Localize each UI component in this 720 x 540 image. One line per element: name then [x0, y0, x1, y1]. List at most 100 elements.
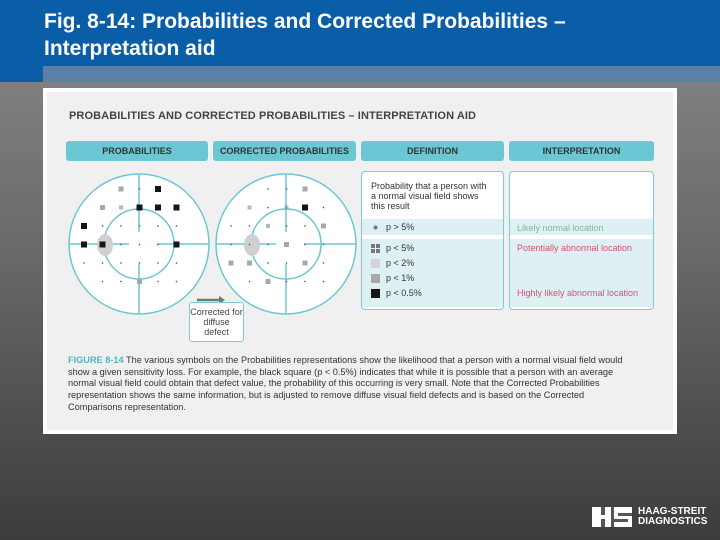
dot-mark: [175, 225, 178, 227]
definition-box: Probability that a person with a normal …: [361, 171, 504, 310]
dot-mark: [248, 280, 251, 283]
black-square-mark: [173, 241, 180, 248]
legend-label: p < 2%: [386, 258, 415, 268]
dot-mark: [138, 225, 141, 227]
gray-square-mark: [118, 186, 124, 192]
dot-mark: [304, 280, 306, 283]
dot-mark: [267, 262, 269, 264]
legend-item: p < 2%: [371, 258, 414, 268]
dot-mark: [322, 262, 325, 264]
caption-text: The various symbols on the Probabilities…: [68, 355, 623, 412]
dot-mark: [285, 188, 288, 190]
logo-line1: HAAG-STREIT: [638, 506, 707, 517]
dot-mark: [285, 280, 288, 283]
black-square-icon: [371, 288, 380, 298]
dot-mark: [120, 225, 122, 227]
dot-mark: [101, 262, 104, 264]
column-header-interpretation: INTERPRETATION: [509, 141, 654, 161]
gray-square-mark: [247, 260, 252, 266]
dot-mark: [267, 188, 269, 190]
dot-mark: [101, 280, 104, 283]
gray-square-mark: [284, 242, 289, 247]
dot-mark: [304, 243, 306, 246]
figure-inner: PROBABILITIES AND CORRECTED PROBABILITIE…: [47, 92, 673, 430]
dot-mark: [248, 243, 251, 246]
arrow-label-box: Corrected for diffuse defect: [189, 302, 244, 342]
gray-square-mark: [302, 186, 308, 192]
dot-mark: [175, 280, 178, 283]
black-square-mark: [81, 223, 87, 229]
dot-mark: [157, 225, 159, 227]
dot-mark: [120, 243, 122, 246]
dot-mark: [285, 262, 288, 264]
dot-mark: [138, 243, 141, 246]
gray-square-mark: [137, 279, 142, 284]
gray-square-mark: [228, 260, 234, 266]
band-normal: [510, 219, 653, 235]
gray-square-mark: [321, 223, 326, 229]
dot-mark: [322, 206, 325, 209]
haag-streit-logo: HAAG-STREIT DIAGNOSTICS: [592, 507, 707, 527]
black-square-mark: [173, 204, 180, 211]
legend-item: p < 1%: [371, 273, 414, 283]
four-dot-mark: [247, 205, 252, 210]
dot-mark: [304, 225, 306, 227]
dot-mark: [175, 262, 178, 264]
dot-mark: [285, 225, 288, 227]
figure-title: PROBABILITIES AND CORRECTED PROBABILITIE…: [69, 110, 477, 122]
four-dot-mark: [266, 224, 270, 228]
interpretation-box: Likely normal location Potentially abnor…: [509, 171, 654, 310]
interpretation-potential: Potentially abnormal location: [517, 243, 633, 253]
light-gray-square-icon: [371, 258, 380, 268]
interpretation-normal: Likely normal location: [517, 223, 604, 233]
figure-caption: FIGURE 8-14 The various symbols on the P…: [68, 355, 638, 414]
dot-mark: [248, 225, 251, 227]
legend-item: p < 0.5%: [371, 288, 422, 298]
band-abnormal: [362, 239, 503, 307]
logo-line2: DIAGNOSTICS: [638, 516, 708, 527]
column-header-probabilities: PROBABILITIES: [66, 141, 208, 161]
dot-mark: [120, 262, 122, 264]
gray-square-mark: [302, 260, 308, 266]
dot-mark: [138, 262, 141, 264]
black-square-mark: [302, 204, 308, 211]
legend-label: p < 5%: [386, 243, 415, 253]
black-square-mark: [81, 241, 87, 248]
dot-mark: [267, 243, 269, 246]
legend-item: p < 5%: [371, 243, 414, 253]
definition-text: Probability that a person with a normal …: [371, 181, 487, 211]
gray-square-mark: [100, 205, 105, 210]
dot-mark: [83, 262, 85, 264]
black-square-mark: [155, 186, 161, 192]
legend-item: p > 5%: [371, 222, 414, 232]
figure-panel: PROBABILITIES AND CORRECTED PROBABILITIE…: [43, 88, 677, 434]
column-header-definition: DEFINITION: [361, 141, 504, 161]
visual-field-plots: [68, 173, 357, 315]
dot-mark: [157, 280, 159, 283]
small-dot-icon: [371, 222, 380, 232]
black-square-mark: [136, 204, 143, 211]
header-strip: [43, 66, 720, 82]
band-abnormal: [510, 239, 653, 307]
dot-mark: [120, 280, 122, 283]
dot-mark: [267, 206, 269, 209]
interpretation-high: Highly likely abnormal location: [517, 288, 639, 298]
gray-square-icon: [371, 273, 380, 283]
legend-label: p < 1%: [386, 273, 415, 283]
black-square-mark: [99, 241, 106, 248]
dot-mark: [157, 262, 159, 264]
dot-mark: [322, 243, 325, 246]
dot-mark: [101, 225, 104, 227]
blind-spot: [244, 234, 260, 256]
band-normal: [362, 219, 503, 235]
dot-mark: [138, 188, 141, 190]
gray-square-mark: [265, 279, 271, 284]
four-dot-mark: [119, 205, 123, 210]
column-header-corrected: CORRECTED PROBABILITIES: [213, 141, 356, 161]
four-dots-icon: [371, 243, 380, 253]
four-dot-mark: [284, 205, 289, 210]
legend-label: p > 5%: [386, 222, 415, 232]
dot-mark: [230, 243, 232, 246]
dot-mark: [322, 280, 325, 283]
slide-title: Fig. 8-14: Probabilities and Corrected P…: [44, 10, 566, 60]
